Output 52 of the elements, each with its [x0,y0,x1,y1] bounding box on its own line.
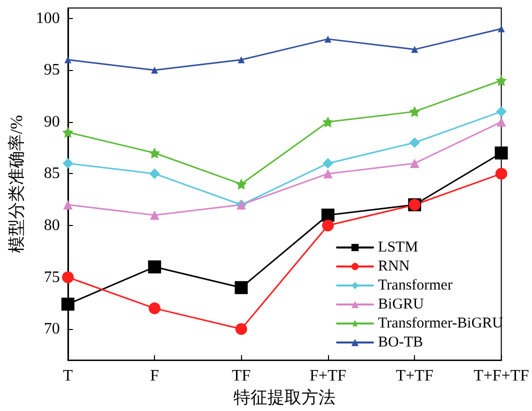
point [409,137,420,148]
point [496,106,507,117]
point [62,271,74,284]
legend-label: LSTM [378,240,418,256]
x-tick-label: F+TF [310,368,346,385]
point [61,298,74,311]
point [498,25,505,32]
point [410,158,420,168]
point [149,168,160,179]
y-tick-label: 90 [44,113,60,130]
x-tick-label: F [150,368,160,385]
point [234,281,248,294]
point [148,147,160,159]
y-tick-label: 75 [44,268,60,286]
y-axis-title: 模型分类准确率/% [7,115,26,253]
legend-label: BO-TB [378,334,424,350]
y-tick-label: 95 [44,62,60,79]
x-tick-label: T [63,368,74,385]
x-axis-title: 特征提取方法 [234,388,336,407]
point [64,56,72,64]
point [324,36,332,43]
legend-label: BiGRU [378,296,424,312]
legend-label: RNN [378,258,410,274]
point [238,56,245,64]
point [148,302,160,314]
legend-label: Transformer [378,278,452,294]
point [495,168,508,180]
point [322,220,334,232]
point [409,106,420,118]
point [322,158,334,169]
x-tick-label: T+TF [396,368,434,385]
point [236,178,247,190]
point [63,200,73,210]
y-tick-label: 100 [36,10,60,27]
point [494,146,508,160]
point [235,323,248,335]
point [411,46,418,53]
y-tick-label: 85 [44,165,60,182]
y-tick-label: 70 [44,320,60,338]
point [62,158,74,169]
point [323,168,333,178]
point [150,210,160,220]
x-tick-label: T+F+TF [474,368,530,385]
y-tick-label: 80 [44,216,60,234]
point [151,66,158,74]
point [148,260,162,274]
x-tick-label: TF [232,368,251,385]
point [62,126,74,138]
point [496,117,506,127]
point [496,74,507,86]
point [321,208,334,222]
point [322,116,334,128]
